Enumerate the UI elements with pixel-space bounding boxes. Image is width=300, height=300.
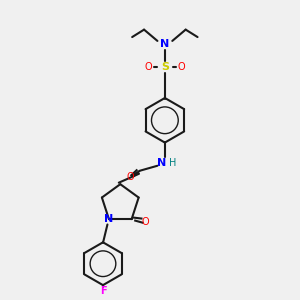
- Text: N: N: [157, 158, 166, 168]
- Text: H: H: [169, 158, 177, 168]
- Text: O: O: [126, 172, 134, 182]
- Text: N: N: [104, 214, 113, 224]
- Text: N: N: [160, 40, 170, 50]
- Text: O: O: [141, 217, 149, 227]
- Text: O: O: [145, 62, 152, 72]
- Text: O: O: [177, 62, 185, 72]
- Text: S: S: [161, 62, 169, 72]
- Text: F: F: [100, 286, 106, 296]
